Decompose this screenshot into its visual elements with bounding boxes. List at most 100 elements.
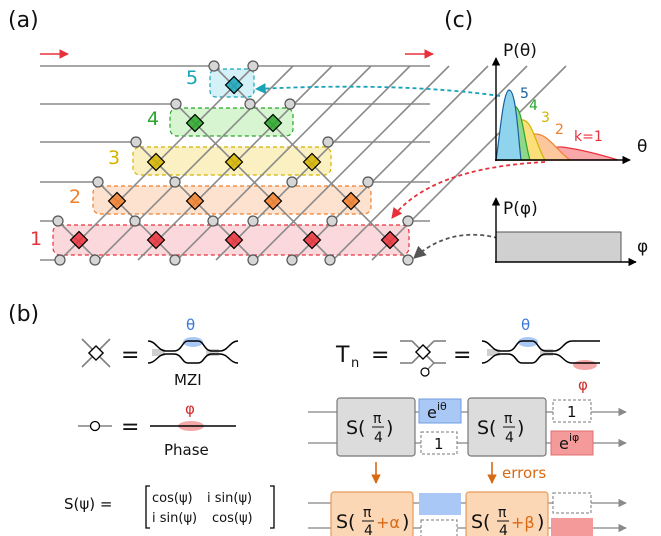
mzi-layer-4 <box>263 113 283 133</box>
phi-y-label: P(φ) <box>503 199 538 219</box>
phi-x-label: φ <box>637 237 648 257</box>
phase-node <box>402 215 414 227</box>
phase-node <box>247 254 259 266</box>
svg-text:): ) <box>386 417 393 439</box>
layer-boxes <box>52 68 410 256</box>
mzi-layer-1 <box>69 230 89 250</box>
phase-node <box>286 176 298 188</box>
s-matrix-r2c1: i sin(ψ) <box>152 511 197 526</box>
phase-node <box>130 136 142 148</box>
s-matrix-definition: S(ψ) = cos(ψ) i sin(ψ) i sin(ψ) cos(ψ) <box>64 485 275 529</box>
svg-text:4: 4 <box>499 523 508 536</box>
tn-diamond-icon <box>414 343 432 361</box>
phase-node <box>129 215 141 227</box>
ideal-one-box-1 <box>420 431 458 455</box>
tn-phi-label: φ <box>578 376 588 394</box>
theta-curve-label-4: 4 <box>529 98 538 114</box>
tn-waveguide-icon <box>481 340 600 352</box>
error-s-box-2 <box>465 491 549 536</box>
mzi-layer-1 <box>302 230 322 250</box>
pointer-arrow-phase <box>413 233 499 259</box>
phase-node <box>89 254 101 266</box>
phase-shifter-icon <box>89 420 101 432</box>
mzi-equals: = <box>121 343 139 368</box>
error-empty-box-2 <box>552 492 592 514</box>
theta-distribution-plot: P(θ) θ 5 4 3 2 k=1 <box>491 41 647 165</box>
pointer-arrow-layer5 <box>254 83 501 97</box>
panel-label-c: (c) <box>444 8 473 33</box>
mzi-layer-3 <box>302 152 322 172</box>
phase-node <box>207 215 219 227</box>
panel-label-a: (a) <box>8 8 39 33</box>
ideal-one-box-2 <box>552 399 592 423</box>
phi-distribution-plot: P(φ) φ <box>491 197 648 267</box>
svg-text:4: 4 <box>374 430 383 446</box>
svg-text:iφ: iφ <box>569 431 579 444</box>
phase-node <box>247 215 259 227</box>
ideal-s-label-1: S( π 4 ) <box>346 411 393 446</box>
phase-node <box>244 98 256 110</box>
layer-label-1: 1 <box>30 228 42 250</box>
mzi-theta-label: θ <box>186 316 195 334</box>
svg-text:iθ: iθ <box>437 400 447 413</box>
svg-text:S(: S( <box>346 417 365 439</box>
ideal-theta-phase-box <box>418 398 462 424</box>
svg-text:4: 4 <box>364 523 373 536</box>
svg-text:): ) <box>402 511 409 533</box>
svg-text:+α: +α <box>376 513 400 532</box>
mzi-layer-2 <box>341 191 361 211</box>
phase-node <box>169 254 181 266</box>
theta-curve-label-2: 2 <box>555 122 564 138</box>
svg-text:4: 4 <box>505 430 514 446</box>
ideal-phi-phase-label: e iφ <box>559 431 579 453</box>
mzi-diamond-icon <box>87 344 105 362</box>
svg-text:π: π <box>504 411 513 427</box>
error-s-box-1 <box>330 491 414 536</box>
layer-box-2 <box>92 185 372 215</box>
layer-label-4: 4 <box>147 108 159 130</box>
mzi-layer-2 <box>263 191 283 211</box>
phase-node <box>169 176 181 188</box>
ideal-phi-phase-box <box>550 430 594 456</box>
theta-curve-label-5: 5 <box>520 86 529 102</box>
ideal-circuit: S( π 4 ) S( π 4 ) e iθ 1 1 e iφ <box>308 397 627 457</box>
theta-x-label: θ <box>637 137 647 157</box>
svg-text:π: π <box>363 505 372 521</box>
theta-curve-label-k1: k=1 <box>574 129 603 145</box>
ideal-theta-phase-label: e iθ <box>427 400 447 422</box>
phase-node <box>362 176 374 188</box>
phase-node <box>284 98 296 110</box>
layer-label-5: 5 <box>186 67 198 89</box>
phase-node <box>247 60 259 72</box>
theta-y-label: P(θ) <box>503 41 537 61</box>
svg-text:+β: +β <box>511 513 535 532</box>
ideal-one-label-2: 1 <box>567 403 577 421</box>
phase-node <box>54 254 66 266</box>
s-matrix-right-bracket <box>270 485 275 529</box>
phase-node <box>208 60 220 72</box>
error-phi-phase-box <box>551 518 593 536</box>
phase-caption: Phase <box>164 441 209 459</box>
s-matrix-r1c1: cos(ψ) <box>152 491 193 506</box>
s-matrix-r1c2: i sin(ψ) <box>207 491 252 506</box>
layer-label-3: 3 <box>108 147 120 169</box>
phase-node <box>324 254 336 266</box>
mzi-theta-highlight <box>183 337 203 347</box>
tn-equals-1: = <box>371 343 389 368</box>
phase-node <box>326 215 338 227</box>
s-matrix-lhs: S(ψ) = <box>64 495 112 513</box>
theta-curve-label-3: 3 <box>541 110 550 126</box>
errors-label: errors <box>502 464 546 482</box>
tn-theta-label: θ <box>521 316 530 334</box>
mzi-layer-5 <box>224 75 244 95</box>
error-theta-phase-box <box>419 493 461 515</box>
s-matrix-r2c2: cos(ψ) <box>212 511 253 526</box>
mzi-layer-1 <box>146 230 166 250</box>
svg-text:e: e <box>427 403 437 422</box>
svg-text:e: e <box>559 434 569 453</box>
mzi-layer-1 <box>224 230 244 250</box>
svg-text:): ) <box>537 511 544 533</box>
tn-label: T <box>335 343 350 368</box>
svg-text:π: π <box>498 505 507 521</box>
